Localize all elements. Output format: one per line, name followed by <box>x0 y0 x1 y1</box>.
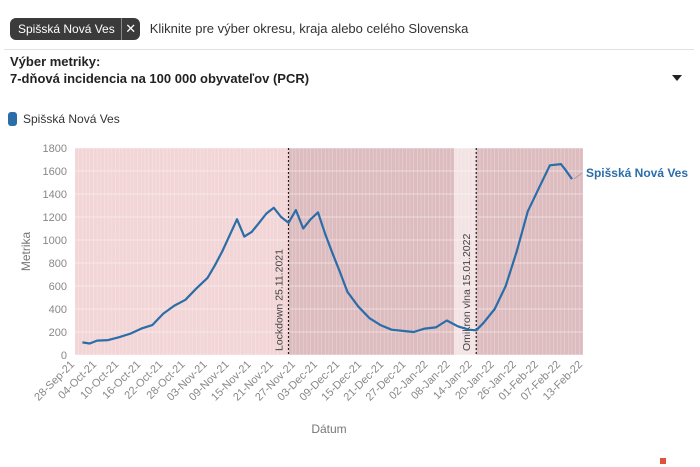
source-marker <box>660 458 666 464</box>
y-tick-label: 1600 <box>43 166 67 178</box>
metric-selected-value: 7-dňová incidencia na 100 000 obyvateľov… <box>10 70 310 86</box>
chart-legend[interactable]: Spišská Nová Ves <box>8 112 120 126</box>
legend-swatch <box>8 112 17 126</box>
chevron-down-icon[interactable] <box>672 75 682 81</box>
y-tick-label: 800 <box>49 258 67 270</box>
pre-lockdown-band <box>75 148 289 355</box>
selected-region-chip: Spišská Nová Ves ✕ <box>10 17 140 40</box>
y-axis-title: Metrika <box>19 232 33 272</box>
metric-selector-label: Výber metriky: <box>10 54 101 69</box>
series-line <box>82 163 573 345</box>
y-tick-label: 1800 <box>43 143 67 155</box>
y-tick-label: 1000 <box>43 235 67 247</box>
legend-label: Spišská Nová Ves <box>23 112 120 126</box>
transition-band <box>454 148 477 355</box>
x-axis-title: Dátum <box>311 422 346 436</box>
y-tick-label: 400 <box>49 304 67 316</box>
series-end-label: Spišská Nová Ves <box>586 166 688 180</box>
lockdown-band <box>288 148 455 355</box>
y-tick-label: 600 <box>49 281 67 293</box>
y-tick-label: 0 <box>61 350 67 362</box>
remove-region-icon[interactable]: ✕ <box>120 17 140 40</box>
y-tick-label: 200 <box>49 327 67 339</box>
y-tick-label: 1400 <box>43 189 67 201</box>
annotation-label: Lockdown 25.11.2021 <box>274 249 286 351</box>
region-search-input[interactable] <box>147 20 672 37</box>
end-label-leader <box>573 172 583 180</box>
region-search-bar[interactable]: Spišská Nová Ves ✕ <box>4 8 694 50</box>
selected-region-label: Spišská Nová Ves <box>18 21 115 36</box>
metric-dropdown[interactable]: 7-dňová incidencia na 100 000 obyvateľov… <box>10 68 686 88</box>
y-tick-label: 1200 <box>43 212 67 224</box>
annotation-label: Omikron vlna 15.01.2022 <box>461 234 473 351</box>
omicron-band <box>476 148 583 355</box>
